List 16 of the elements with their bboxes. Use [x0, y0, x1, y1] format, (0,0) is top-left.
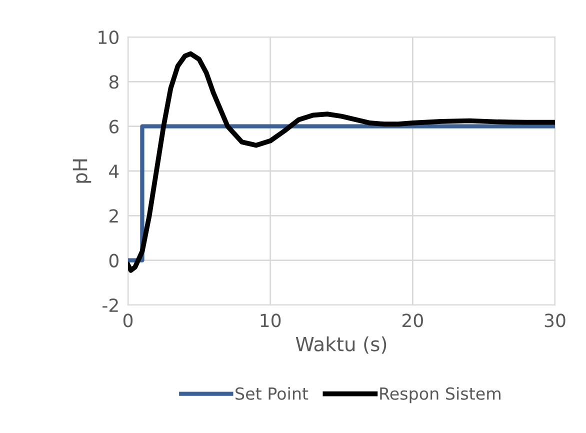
legend-label: Set Point — [236, 387, 308, 400]
y-tick-label: -2 — [102, 298, 118, 312]
y-axis-title: pH — [72, 159, 92, 183]
y-tick-label: 8 — [109, 75, 118, 89]
y-tick-label: 0 — [109, 254, 118, 268]
y-tick-label: 10 — [98, 30, 118, 44]
x-tick-label: 0 — [123, 314, 133, 328]
y-tick-label: 2 — [110, 209, 118, 223]
x-axis-title: Waktu (s) — [296, 336, 386, 354]
y-tick-label: 4 — [109, 164, 119, 178]
y-tick-label: 6 — [109, 120, 119, 134]
x-tick-label: 30 — [544, 314, 566, 328]
x-tick-label: 20 — [402, 314, 423, 328]
line-series — [128, 51, 555, 273]
x-tick-label: 10 — [260, 314, 281, 328]
legend-label: Respon Sistem — [380, 387, 500, 404]
